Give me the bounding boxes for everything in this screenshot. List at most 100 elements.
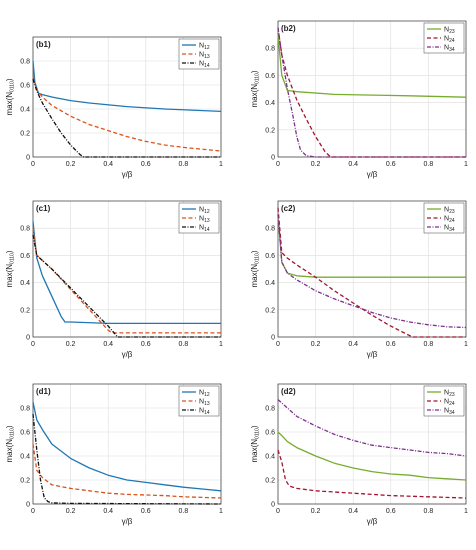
x-tick-label: 1 (219, 508, 223, 515)
x-tick-label: 0 (31, 508, 35, 515)
legend-label: N24 (444, 216, 455, 225)
chart-panel-d2: 0 0.2 0.4 0.6 0.8 1 0 0.2 0.4 0.6 0.8 (d2) N23N24N34… (250, 383, 468, 526)
series-line-N14 (32, 234, 221, 338)
x-tick-label: 0 (31, 341, 35, 348)
panel-label: (c2) (281, 204, 296, 213)
legend-label: N14 (199, 61, 210, 70)
panel-label: (b1) (36, 40, 51, 49)
x-tick-label: 0.6 (386, 161, 396, 168)
y-axis-label: max(N0110) (250, 70, 261, 107)
series-line-N24 (277, 207, 466, 338)
y-axis-label: max(N0110) (250, 425, 261, 462)
chart-panel-c1: 0 0.2 0.4 0.6 0.8 1 0 0.2 0.4 0.6 0.8 (c1) N12N13N14… (5, 200, 223, 359)
x-tick-label: 0.6 (386, 341, 396, 348)
x-tick-label: 0.4 (103, 341, 113, 348)
x-tick-label: 0.6 (386, 508, 396, 515)
chart-panel-d1: 0 0.2 0.4 0.6 0.8 1 0 0.2 0.4 0.6 0.8 (d1) N12N13N14… (5, 383, 223, 526)
y-tick-label: 0.2 (20, 307, 30, 314)
legend-label: N23 (444, 27, 455, 36)
x-tick-label: 0.2 (311, 508, 321, 515)
legend-label: N24 (444, 399, 455, 408)
x-tick-label: 0.8 (179, 341, 189, 348)
x-tick-label: 0.6 (141, 341, 151, 348)
x-tick-label: 0.8 (424, 341, 434, 348)
y-tick-label: 0.6 (265, 73, 275, 80)
panel-label: (c1) (36, 204, 51, 213)
y-tick-label: 0.2 (20, 131, 30, 138)
y-tick-label: 0.4 (20, 454, 30, 461)
y-tick-label: 0.2 (265, 307, 275, 314)
y-tick-label: 0.8 (20, 406, 30, 413)
y-tick-label: 0.4 (265, 100, 275, 107)
plot-frame (277, 383, 467, 505)
x-tick-label: 0.2 (311, 161, 321, 168)
series-line-N34 (277, 214, 467, 329)
series-line-N23 (277, 431, 467, 481)
y-tick-label: 0.4 (265, 454, 275, 461)
x-tick-label: 1 (219, 341, 223, 348)
chart-panel-b1: 0 0.2 0.4 0.6 0.8 1 0 0.2 0.4 0.6 0.8 (b1) N12N13N14… (5, 36, 223, 179)
x-tick-label: 0 (276, 508, 280, 515)
chart-panel-b2: 0 0.2 0.4 0.6 0.8 1 0 0.2 0.4 0.6 0.8 (b2) N23N24N34… (250, 20, 468, 179)
x-tick-label: 0.4 (103, 161, 113, 168)
x-axis-label: γ/β (122, 350, 133, 359)
x-tick-label: 0 (276, 341, 280, 348)
x-tick-label: 1 (219, 161, 223, 168)
x-axis-label: γ/β (122, 170, 133, 179)
legend-label: N12 (199, 207, 210, 216)
y-tick-label: 0.6 (265, 430, 275, 437)
plot-frame (277, 200, 467, 338)
y-axis-label: max(N0110) (5, 425, 16, 462)
x-tick-label: 1 (464, 161, 468, 168)
x-tick-label: 0.2 (66, 508, 76, 515)
y-axis-label: max(N0110) (250, 250, 261, 287)
y-tick-label: 0.2 (265, 478, 275, 485)
y-tick-label: 0.8 (265, 226, 275, 233)
x-tick-label: 0.4 (348, 341, 358, 348)
legend-label: N14 (199, 225, 210, 234)
x-tick-label: 0.4 (348, 161, 358, 168)
y-axis-label: max(N0110) (5, 250, 16, 287)
x-tick-label: 0.8 (424, 161, 434, 168)
x-tick-label: 0.4 (103, 508, 113, 515)
y-tick-label: 0.6 (20, 253, 30, 260)
series-line-N24 (277, 449, 467, 499)
x-tick-label: 0.8 (424, 508, 434, 515)
x-tick-label: 0 (276, 161, 280, 168)
legend-label: N12 (199, 390, 210, 399)
y-tick-label: 0.4 (20, 107, 30, 114)
legend-label: N34 (444, 225, 455, 234)
y-tick-label: 0 (26, 335, 30, 342)
x-tick-label: 0.6 (141, 161, 151, 168)
legend-label: N34 (444, 408, 455, 417)
legend-label: N14 (199, 408, 210, 417)
series-line-N23 (277, 34, 467, 98)
y-tick-label: 0.8 (265, 406, 275, 413)
x-tick-label: 0.8 (179, 508, 189, 515)
y-tick-label: 0.6 (265, 253, 275, 260)
y-tick-label: 0.2 (265, 127, 275, 134)
y-tick-label: 0 (26, 502, 30, 509)
series-line-N34 (277, 27, 466, 158)
x-tick-label: 0.2 (311, 341, 321, 348)
x-axis-label: γ/β (122, 517, 133, 526)
y-tick-label: 0 (271, 155, 275, 162)
y-tick-label: 0.6 (20, 430, 30, 437)
x-tick-label: 1 (464, 508, 468, 515)
y-tick-label: 0.2 (20, 478, 30, 485)
legend-label: N13 (199, 52, 210, 61)
x-tick-label: 0.2 (66, 341, 76, 348)
chart-panel-c2: 0 0.2 0.4 0.6 0.8 1 0 0.2 0.4 0.6 0.8 (c2) N23N24N34… (250, 200, 468, 359)
series-line-N14 (32, 78, 221, 158)
x-tick-label: 1 (464, 341, 468, 348)
series-line-N12 (32, 401, 222, 492)
x-tick-label: 0.8 (179, 161, 189, 168)
legend-label: N13 (199, 216, 210, 225)
